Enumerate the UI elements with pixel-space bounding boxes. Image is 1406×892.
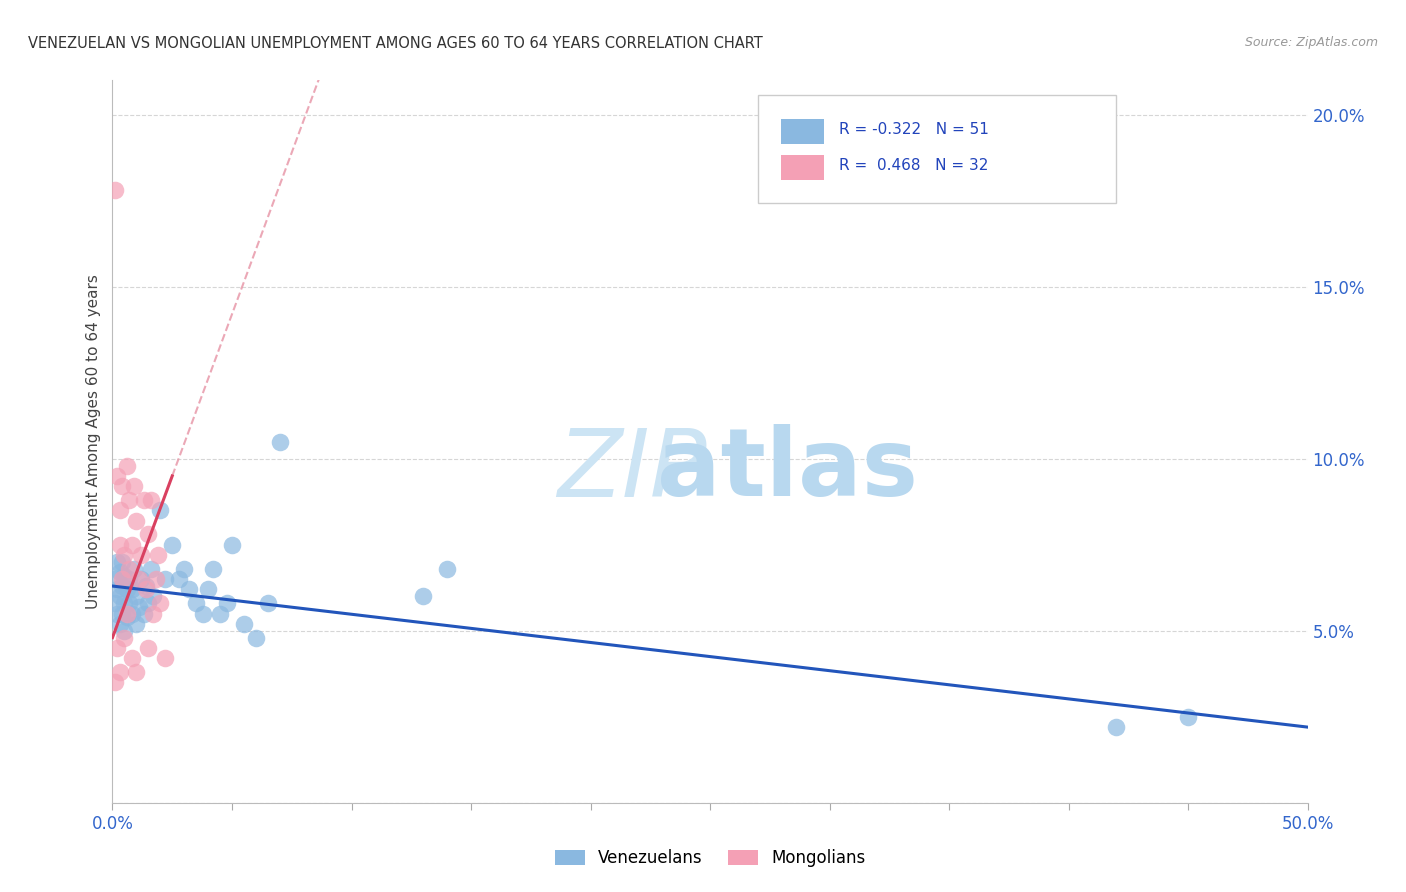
Point	[121, 651, 143, 665]
Point	[209, 607, 232, 621]
Point	[108, 616, 131, 631]
Point	[217, 596, 239, 610]
Point	[108, 538, 131, 552]
Point	[132, 493, 155, 508]
Point	[114, 624, 135, 638]
Point	[412, 590, 434, 604]
Point	[111, 555, 134, 569]
Point	[118, 572, 141, 586]
Text: atlas: atlas	[657, 425, 918, 516]
Point	[121, 582, 143, 597]
Point	[169, 572, 191, 586]
Point	[104, 183, 127, 197]
Point	[121, 538, 143, 552]
Point	[436, 562, 458, 576]
Point	[135, 579, 157, 593]
Point	[153, 651, 176, 665]
Point	[108, 566, 131, 580]
Text: Source: ZipAtlas.com: Source: ZipAtlas.com	[1244, 36, 1378, 49]
Point	[118, 562, 141, 576]
FancyBboxPatch shape	[780, 155, 824, 180]
Point	[138, 596, 160, 610]
Y-axis label: Unemployment Among Ages 60 to 64 years: Unemployment Among Ages 60 to 64 years	[86, 274, 101, 609]
Point	[105, 640, 128, 655]
Text: R = -0.322   N = 51: R = -0.322 N = 51	[839, 122, 988, 136]
Point	[122, 562, 145, 576]
Point	[138, 527, 160, 541]
Text: ZIP: ZIP	[558, 425, 707, 516]
Point	[145, 572, 167, 586]
Point	[111, 607, 134, 621]
Point	[125, 665, 148, 679]
Text: R =  0.468   N = 32: R = 0.468 N = 32	[839, 158, 988, 173]
Point	[142, 607, 165, 621]
Point	[257, 596, 280, 610]
Point	[121, 607, 143, 621]
Point	[149, 503, 172, 517]
Point	[111, 579, 134, 593]
Point	[105, 607, 128, 621]
Point	[197, 582, 219, 597]
Point	[193, 607, 215, 621]
Point	[105, 469, 128, 483]
Point	[233, 616, 256, 631]
Point	[125, 514, 148, 528]
Point	[128, 572, 150, 586]
Point	[111, 572, 134, 586]
Point	[1177, 710, 1199, 724]
Point	[114, 631, 135, 645]
Point	[111, 479, 134, 493]
Point	[245, 631, 267, 645]
Point	[115, 458, 138, 473]
Point	[201, 562, 224, 576]
Point	[149, 596, 172, 610]
Point	[125, 590, 148, 604]
Point	[129, 572, 152, 586]
Point	[108, 503, 131, 517]
Point	[1105, 720, 1128, 734]
Point	[115, 607, 138, 621]
Point	[135, 582, 157, 597]
Point	[115, 610, 138, 624]
Point	[142, 590, 165, 604]
Point	[108, 665, 131, 679]
Point	[118, 493, 141, 508]
FancyBboxPatch shape	[758, 95, 1116, 203]
Point	[139, 562, 162, 576]
Point	[115, 582, 138, 597]
Point	[114, 568, 135, 582]
Point	[139, 493, 162, 508]
Point	[125, 616, 148, 631]
Point	[269, 434, 291, 449]
Point	[128, 599, 150, 614]
Point	[177, 582, 200, 597]
Point	[105, 555, 128, 569]
Text: VENEZUELAN VS MONGOLIAN UNEMPLOYMENT AMONG AGES 60 TO 64 YEARS CORRELATION CHART: VENEZUELAN VS MONGOLIAN UNEMPLOYMENT AMO…	[28, 36, 763, 51]
Point	[129, 548, 152, 562]
Point	[132, 607, 155, 621]
Point	[104, 572, 127, 586]
Point	[138, 640, 160, 655]
Point	[104, 596, 127, 610]
Point	[105, 582, 128, 597]
Point	[114, 596, 135, 610]
Point	[114, 548, 135, 562]
Point	[221, 538, 243, 552]
Point	[186, 596, 208, 610]
Point	[173, 562, 195, 576]
FancyBboxPatch shape	[780, 120, 824, 144]
Point	[108, 590, 131, 604]
Point	[118, 596, 141, 610]
Point	[162, 538, 183, 552]
Point	[153, 572, 176, 586]
Point	[146, 548, 169, 562]
Point	[122, 479, 145, 493]
Legend: Venezuelans, Mongolians: Venezuelans, Mongolians	[548, 843, 872, 874]
Point	[104, 675, 127, 690]
